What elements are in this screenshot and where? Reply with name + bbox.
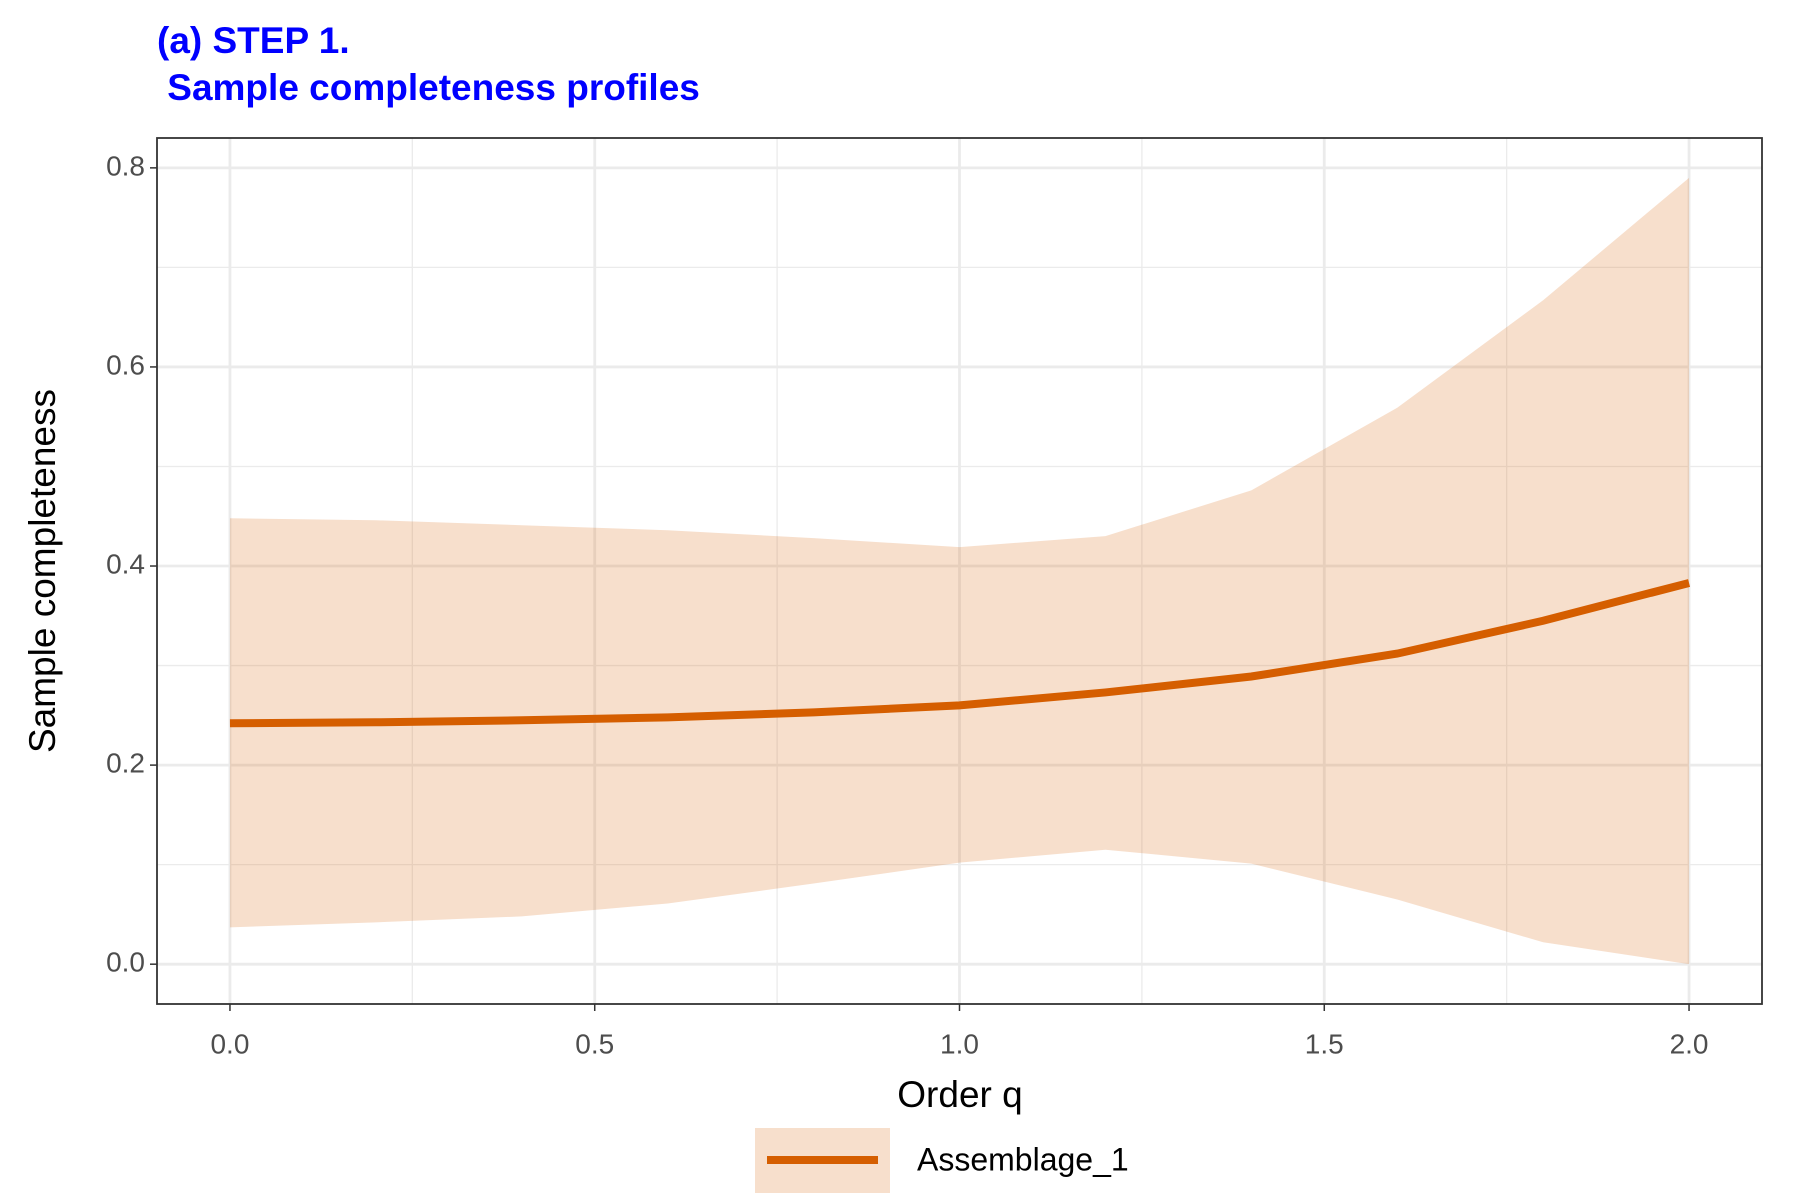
y-tick-label: 0.0 bbox=[106, 947, 145, 978]
x-tick-label: 0.5 bbox=[575, 1028, 614, 1059]
y-axis-title: Sample completeness bbox=[22, 389, 63, 753]
y-tick-label: 0.6 bbox=[106, 349, 145, 380]
x-tick-label: 0.0 bbox=[210, 1028, 249, 1059]
confidence-band bbox=[229, 177, 1690, 965]
x-tick-label: 1.5 bbox=[1305, 1028, 1344, 1059]
x-tick-label: 2.0 bbox=[1670, 1028, 1709, 1059]
chart-title-line: (a) STEP 1. bbox=[157, 20, 350, 61]
y-tick-label: 0.2 bbox=[106, 747, 145, 778]
legend-label: Assemblage_1 bbox=[917, 1141, 1129, 1177]
line bbox=[229, 579, 1691, 728]
x-axis-title: Order q bbox=[897, 1074, 1022, 1115]
y-tick-label: 0.8 bbox=[106, 150, 145, 181]
panel-border bbox=[156, 137, 1763, 1005]
x-tick-label: 1.0 bbox=[940, 1028, 979, 1059]
chart-title-line: Sample completeness profiles bbox=[157, 67, 700, 108]
y-tick-label: 0.4 bbox=[106, 548, 145, 579]
